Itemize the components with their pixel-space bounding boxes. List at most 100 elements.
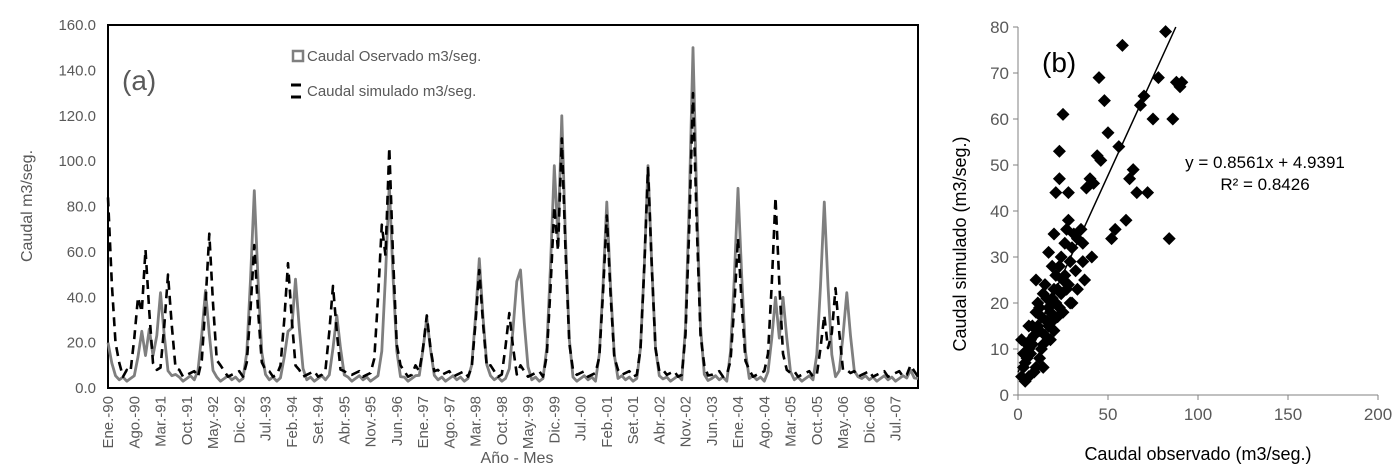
scatter-point — [1162, 232, 1176, 246]
scatter-point — [1130, 186, 1144, 200]
scatter-point — [1069, 264, 1083, 278]
scatter-point — [1029, 273, 1043, 287]
y-tick-label-b: 80 — [990, 18, 1009, 37]
scatter-point — [1022, 370, 1036, 384]
scatter-point — [1018, 356, 1032, 370]
scatter-point — [1036, 337, 1050, 351]
scatter-point — [1040, 291, 1054, 305]
x-tick-label: Mar.-98 — [468, 396, 485, 447]
x-tick-label: Oct.-91 — [179, 396, 196, 445]
x-axis-title-b: Caudal observado (m3/seg.) — [1084, 444, 1311, 464]
scatter-point — [1052, 172, 1066, 186]
scatter-point — [1022, 319, 1036, 333]
scatter-points — [1015, 25, 1189, 388]
x-tick-label: Dic.-92 — [231, 396, 248, 444]
scatter-point — [1016, 347, 1030, 361]
x-tick-label: Mar.-05 — [783, 396, 800, 447]
y-axis-title: Caudal m3/seg. — [19, 150, 36, 262]
plot-area-frame — [107, 24, 919, 389]
x-tick-label: Feb.-94 — [284, 396, 301, 448]
scatter-point — [1070, 282, 1084, 296]
y-tick-label-b: 20 — [990, 294, 1009, 313]
x-tick-label: Ago.-04 — [756, 396, 773, 449]
y-axis-title-b: Caudal simulado (m3/seg.) — [950, 136, 970, 351]
x-tick-label: Feb.-01 — [599, 396, 616, 448]
y-tick-label-b: 10 — [990, 340, 1009, 359]
scatter-point — [1101, 126, 1115, 140]
scatter-point — [1024, 347, 1038, 361]
y-tick-label: 80.0 — [67, 199, 96, 216]
series-line-simulated — [106, 91, 920, 378]
x-tick-label: Abr.-95 — [336, 396, 353, 444]
x-tick-label: Set.-01 — [625, 396, 642, 444]
scatter-point — [1137, 89, 1151, 103]
y-tick-label: 60.0 — [67, 244, 96, 261]
x-tick-label: Jun.-03 — [704, 396, 721, 446]
x-tick-label: Mar.-91 — [153, 396, 170, 447]
x-tick-label: Oct.-05 — [809, 396, 826, 445]
x-tick-label: Ene.-97 — [415, 396, 432, 449]
y-tick-label: 120.0 — [58, 108, 96, 125]
panel-label-a: (a) — [122, 65, 156, 96]
x-tick-label: Ene.-90 — [100, 396, 117, 449]
x-axis-ticks-b: 0 50 100 150 200 — [1013, 395, 1392, 424]
scatter-point — [1141, 186, 1155, 200]
scatter-point — [1175, 75, 1189, 89]
scatter-point — [1061, 186, 1075, 200]
y-axis-ticks: 0.0 20.0 40.0 60.0 80.0 100.0 120.0 140.0 160.0 — [58, 17, 96, 397]
scatter-point — [1092, 71, 1106, 85]
scatter-point — [1047, 227, 1061, 241]
x-tick-label: Jun.-96 — [389, 396, 406, 446]
x-axis-title: Año - Mes — [481, 450, 554, 467]
scatter-point — [1065, 241, 1079, 255]
x-tick-label: May.-92 — [205, 396, 222, 449]
scatter-point — [1063, 255, 1077, 269]
scatter-point — [1049, 186, 1063, 200]
scatter-point — [1115, 38, 1129, 52]
scatter-point — [1166, 112, 1180, 126]
scatter-point — [1038, 278, 1052, 292]
x-tick-label: Nov.-95 — [363, 396, 380, 447]
scatter-point — [1033, 301, 1047, 315]
x-tick-label: Set.-94 — [310, 396, 327, 444]
y-tick-label-b: 50 — [990, 156, 1009, 175]
scatter-chart-panel: 0 10 20 30 40 50 60 70 80 0 50 100 150 200 (b) y = 0… — [950, 18, 1392, 464]
scatter-point — [1025, 337, 1039, 351]
scatter-point — [1056, 107, 1070, 121]
x-tick-label: May.-99 — [520, 396, 537, 449]
y-tick-label: 140.0 — [58, 62, 96, 79]
x-tick-label-b: 50 — [1099, 405, 1118, 424]
series-line-observed — [106, 46, 919, 383]
x-tick-label: Nov.-02 — [678, 396, 695, 447]
scatter-point — [1045, 314, 1059, 328]
scatter-point — [1052, 259, 1066, 273]
x-tick-label: Ago.-90 — [126, 396, 143, 449]
x-tick-label: Ene.-04 — [730, 396, 747, 449]
y-axis-ticks-b: 0 10 20 30 40 50 60 70 80 — [990, 18, 1018, 405]
scatter-point — [1078, 273, 1092, 287]
y-tick-label: 40.0 — [67, 289, 96, 306]
scatter-point — [1094, 153, 1108, 167]
scatter-point — [1087, 176, 1101, 190]
scatter-point — [1054, 250, 1068, 264]
x-tick-label: Jul.-93 — [258, 396, 275, 441]
y-tick-label: 20.0 — [67, 335, 96, 352]
scatter-point — [1076, 236, 1090, 250]
scatter-point — [1056, 305, 1070, 319]
scatter-point — [1159, 25, 1173, 39]
scatter-point — [1045, 259, 1059, 273]
y-tick-label-b: 0 — [1000, 386, 1009, 405]
x-tick-label: May.-06 — [835, 396, 852, 449]
x-tick-label: Dic.-99 — [546, 396, 563, 444]
y-tick-label-b: 40 — [990, 202, 1009, 221]
x-axis-ticks: Ene.-90 Ago.-90 Mar.-91 Oct.-91 May.-92 Dic.-… — [100, 396, 905, 449]
x-tick-label-b: 150 — [1274, 405, 1302, 424]
trendline-r2: R² = 0.8426 — [1220, 175, 1309, 194]
scatter-point — [1074, 222, 1088, 236]
x-tick-label: Oct.-98 — [494, 396, 511, 445]
x-tick-label-b: 100 — [1184, 405, 1212, 424]
series-lines — [106, 46, 920, 383]
scatter-point — [1108, 222, 1122, 236]
x-tick-label: Jul.-00 — [573, 396, 590, 441]
